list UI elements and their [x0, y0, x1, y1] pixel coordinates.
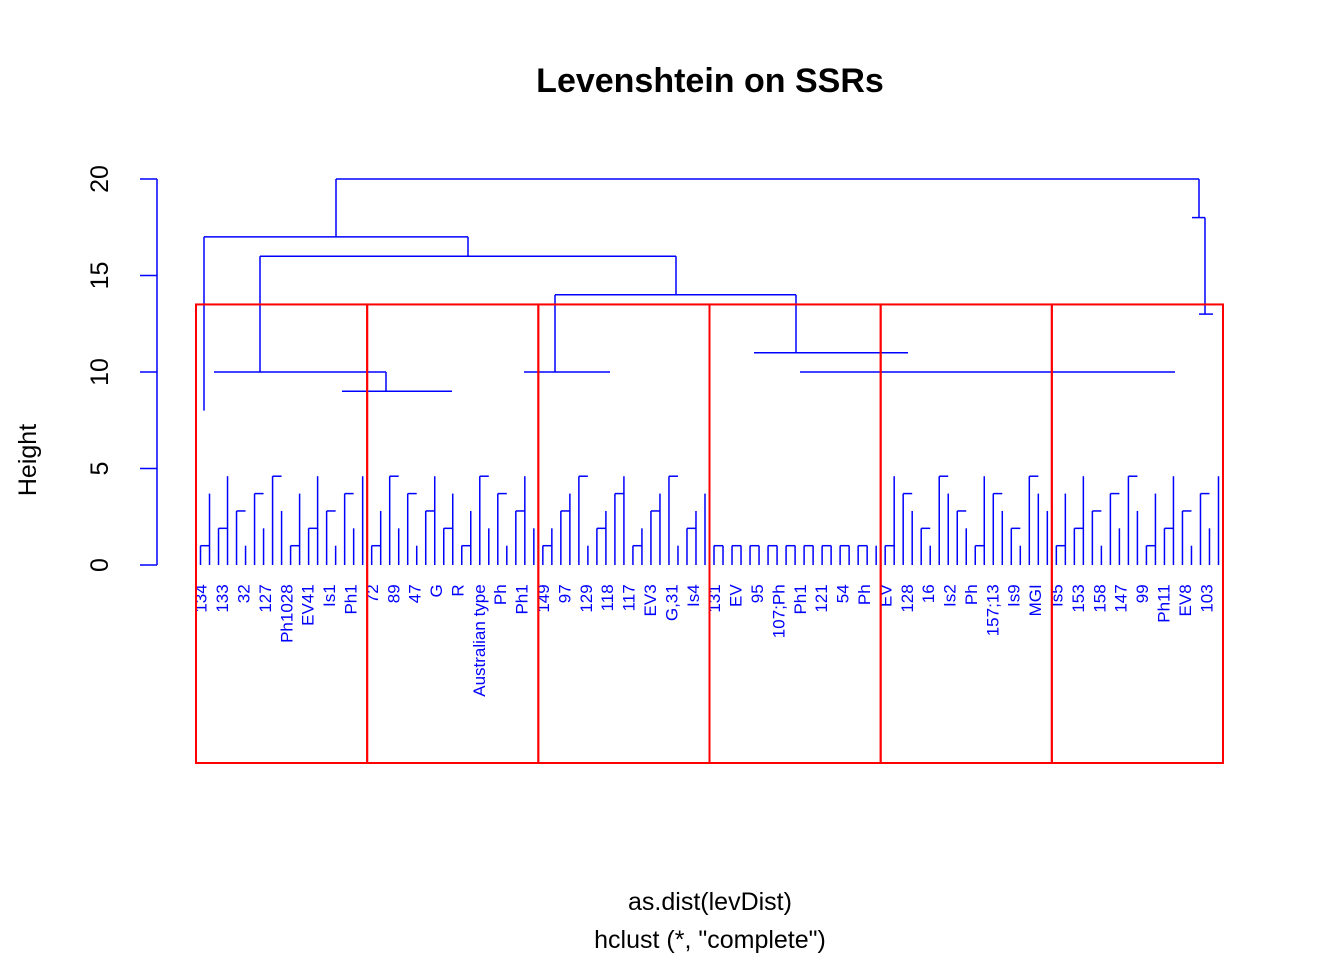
x-axis-subtitle: hclust (*, "complete") [594, 926, 826, 954]
leaf-label: 129 [577, 584, 596, 612]
leaf-label: Is2 [941, 584, 960, 607]
leaf-label: 89 [384, 584, 403, 603]
leaf-label: G,31 [662, 584, 681, 621]
y-tick-label: 15 [86, 262, 114, 290]
x-axis-label: as.dist(levDist) [628, 888, 792, 916]
leaf-label: Ph1 [341, 584, 360, 614]
leaf-label: Ph [491, 584, 510, 605]
dendrogram-branches [199, 178, 1220, 565]
leaf-label: Ph1028 [277, 584, 296, 643]
leaf-label: Ph1 [791, 584, 810, 614]
y-tick-label: 20 [86, 165, 114, 193]
y-tick-label: 0 [86, 558, 114, 572]
cluster-rect [1050, 303, 1225, 764]
leaf-label: 97 [555, 584, 574, 603]
leaf-label: EV [876, 584, 895, 607]
leaf-label: 32 [234, 584, 253, 603]
leaf-label: Australian type [470, 584, 489, 696]
leaf-label: 47 [406, 584, 425, 603]
leaf-label: Is4 [684, 584, 703, 607]
y-axis-label: Height [14, 424, 42, 496]
leaf-label: 72 [363, 584, 382, 603]
leaf-label: 131 [705, 584, 724, 612]
leaf-label: 128 [898, 584, 917, 612]
leaf-label: 149 [534, 584, 553, 612]
leaf-label: 127 [256, 584, 275, 612]
leaf-label: 103 [1197, 584, 1216, 612]
leaf-label: EV41 [299, 584, 318, 626]
leaf-label: 54 [834, 584, 853, 603]
leaf-label: R [448, 584, 467, 596]
leaf-label: MGI [1026, 584, 1045, 616]
y-tick-label: 5 [86, 462, 114, 476]
leaf-label: G [427, 584, 446, 597]
leaf-label: 107;Ph [769, 584, 788, 638]
y-tick-label: 10 [86, 358, 114, 386]
leaf-label: 121 [812, 584, 831, 612]
leaf-label: Ph11 [1155, 584, 1174, 622]
leaf-label: 157;13 [983, 584, 1002, 636]
leaf-label: Ph [962, 584, 981, 605]
cluster-rect [708, 303, 882, 764]
leaf-label: 95 [748, 584, 767, 603]
leaf-label: EV [727, 584, 746, 607]
leaf-label: Ph [855, 584, 874, 605]
leaf-label: 147 [1112, 584, 1131, 612]
leaf-label: 158 [1090, 584, 1109, 612]
leaf-label: 153 [1069, 584, 1088, 612]
chart-title: Levenshtein on SSRs [536, 62, 884, 100]
leaf-label: 118 [598, 584, 617, 611]
cluster-rectangles [195, 303, 1225, 764]
leaf-label: Is5 [1048, 584, 1067, 607]
leaf-label: 99 [1133, 584, 1152, 603]
leaf-label: 133 [213, 584, 232, 612]
leaf-label: 16 [919, 584, 938, 603]
leaf-label: EV8 [1176, 584, 1195, 616]
leaf-label: 134 [192, 584, 211, 612]
leaf-label: 117 [620, 584, 639, 611]
leaf-label: Is9 [1005, 584, 1024, 607]
y-axis: 0 5 10 15 20 [86, 165, 158, 572]
leaf-labels: 134 133 32 127 Ph1028 EV41 Is1 Ph1 72 89 47 G R Austr… [192, 584, 1217, 697]
leaf-label: Ph1 [513, 584, 532, 614]
leaf-label: EV3 [641, 584, 660, 616]
leaf-label: Is1 [320, 584, 339, 607]
